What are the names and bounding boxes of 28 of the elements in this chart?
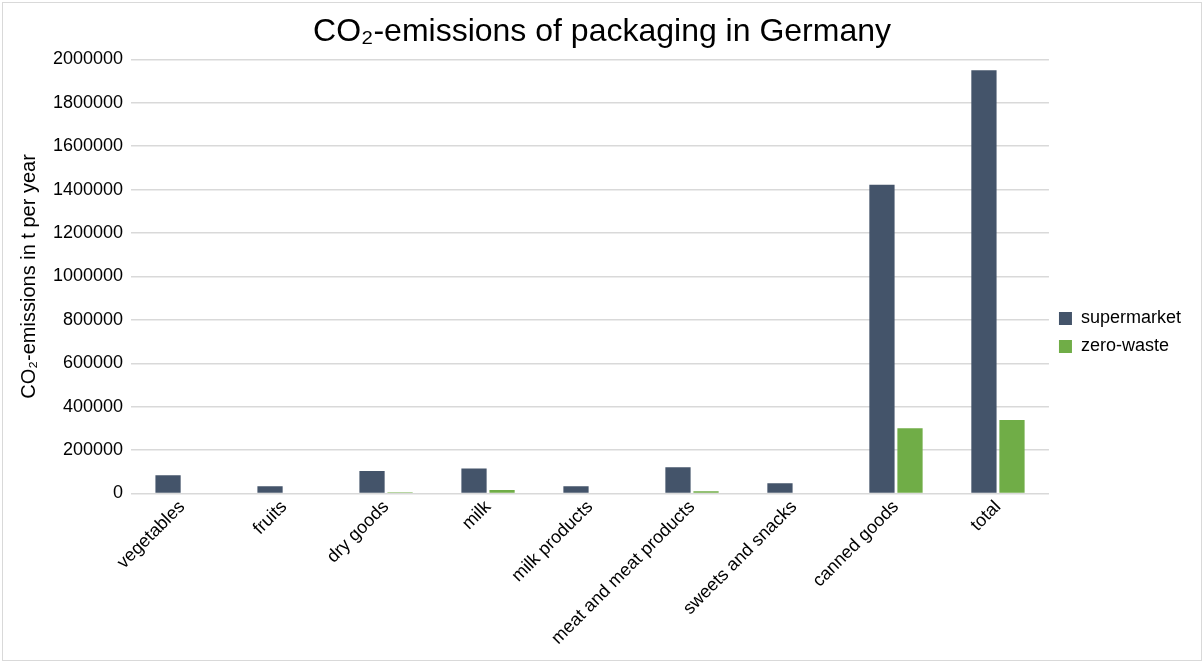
bar — [563, 486, 589, 493]
y-tick-label: 400000 — [63, 395, 124, 416]
y-tick-label: 1000000 — [53, 265, 124, 286]
y-tick-label: 600000 — [63, 352, 124, 373]
y-tick-label: 1400000 — [53, 178, 124, 199]
legend-label: supermarket — [1080, 307, 1182, 328]
bar — [999, 420, 1025, 493]
bar — [767, 483, 793, 493]
y-tick-label: 1600000 — [53, 135, 124, 156]
chart-title: CO₂-emissions of packaging in Germany — [313, 12, 891, 49]
bar — [869, 184, 895, 493]
y-axis-title: CO₂-emissions in t per year — [16, 153, 39, 399]
y-tick-label: 800000 — [63, 308, 124, 329]
y-tick-label: 1800000 — [53, 91, 124, 112]
bar — [359, 471, 385, 493]
bar — [897, 428, 923, 493]
y-tick-label: 2000000 — [53, 48, 124, 69]
y-tick-label: 1200000 — [53, 222, 124, 242]
bar — [489, 490, 515, 493]
bar — [257, 486, 283, 493]
bar — [155, 475, 181, 493]
bar — [971, 70, 997, 493]
legend-label: zero-waste — [1080, 335, 1169, 356]
x-tick-label: milk — [457, 495, 496, 534]
bar — [461, 468, 487, 493]
bar — [665, 467, 691, 493]
y-tick-label: 200000 — [63, 439, 124, 460]
y-tick-label: 0 — [113, 482, 124, 503]
